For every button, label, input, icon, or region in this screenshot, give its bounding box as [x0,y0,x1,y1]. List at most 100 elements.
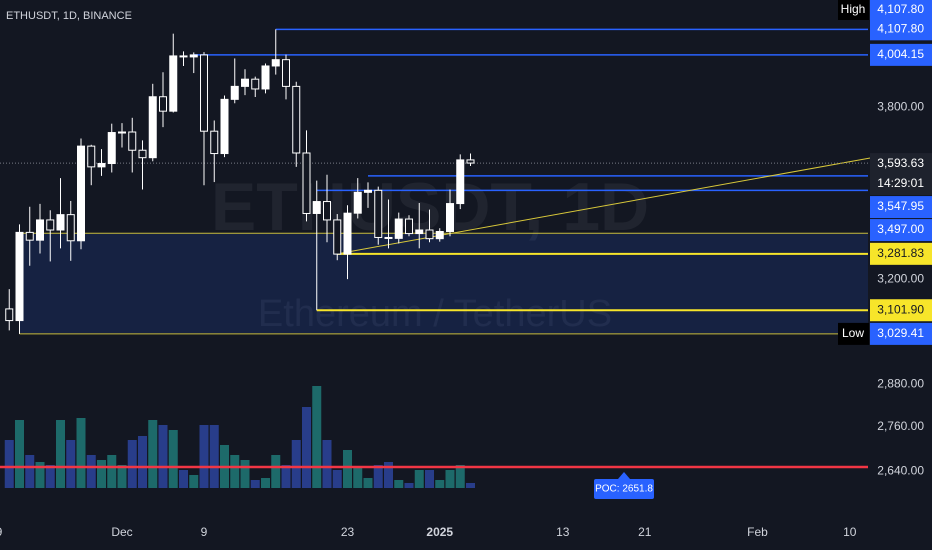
candle-body [241,78,249,87]
candle-body [138,149,147,159]
volume-bar [127,440,137,488]
volume-bar [435,480,445,488]
volume-bar [250,480,260,488]
candle-body [148,96,157,159]
x-tick-label: 9 [0,525,3,539]
price-label: 3,593.63 [877,156,924,170]
volume-bar [291,440,301,488]
candle-body [446,203,454,232]
candle-body [159,96,167,112]
candle-body [435,230,444,240]
candle-body [466,159,475,164]
candle-body [5,308,14,322]
price-label: 3,497.00 [877,222,924,236]
volume-bar [322,440,332,488]
tag-label: High [841,2,866,16]
price-label-bg [870,299,932,322]
candle-body [384,236,393,239]
candle-body [107,132,116,165]
volume-bar [466,483,475,488]
volume-bar [4,440,14,488]
price-label: 3,101.90 [877,302,924,316]
volume-bar [230,455,240,488]
candle-body [220,98,229,155]
volume-bar [56,420,65,488]
candle-body [405,218,413,235]
volume-bar [76,418,86,488]
y-tick-label: 2,640.00 [877,464,924,478]
candle-body [251,78,260,90]
volume-bar [168,430,178,488]
volume-bar [35,462,45,488]
candle-body [364,189,372,193]
volume-bar [107,455,117,488]
volume-bar [312,386,322,488]
volume-bar [271,455,281,488]
candle-body [312,201,321,214]
volume-bar [363,478,373,488]
candle-body [230,85,239,100]
x-tick-label: 2025 [426,525,453,539]
volume-bar [45,465,55,488]
volume-bar [384,462,393,488]
candle-body [169,55,178,112]
volume-bar [404,483,414,488]
candle-body [87,145,96,168]
candle-body [261,65,270,90]
volume-bar [353,468,363,488]
candle-body [292,85,301,154]
candle-body [46,219,55,231]
candle-body [456,159,465,205]
x-tick-label: 10 [843,525,857,539]
volume-bar [281,465,291,488]
x-tick-label: 9 [201,525,208,539]
volume-bar [66,440,76,488]
candle-body [394,218,403,239]
candle-body [200,54,208,132]
candle-body [302,152,311,214]
volume-bar [97,460,106,488]
candle-body [374,189,383,238]
candle-body [36,219,44,241]
price-label-bg [870,196,932,219]
volume-bar [373,465,383,488]
candle-body [118,131,126,134]
y-tick-label: 2,880.00 [877,377,924,391]
poc-label: POC: 2651.8 [595,484,653,495]
volume-bar [302,407,311,488]
volume-bar [240,460,250,488]
volume-bar [25,455,35,488]
price-label-bg [870,153,932,196]
price-label: 3,547.95 [877,199,924,213]
volume-bar [199,425,209,488]
price-label-bg [870,43,932,66]
volume-bar [138,436,147,488]
price-label-bg [870,242,932,265]
zone [19,233,868,334]
price-label-bg [870,18,932,41]
candle-body [271,59,280,67]
countdown: 14:29:01 [877,176,924,190]
symbol-header: ETHUSDT, 1D, BINANCE [6,10,132,22]
volume-bar [332,470,342,488]
tag-bg [838,322,869,345]
candle-body [179,55,188,58]
price-label: 4,107.80 [877,21,924,35]
candle-body [25,231,34,241]
candle-body [97,163,106,168]
tag-label: Low [842,326,864,340]
volume-bar [189,475,199,488]
volume-bar [117,465,127,488]
volume-bar [394,480,404,488]
volume-bar [15,420,24,488]
price-label: 3,029.41 [877,326,924,340]
price-label: 4,107.80 [877,2,924,16]
x-tick-label: 23 [341,525,355,539]
y-tick-label: 3,800.00 [877,99,924,113]
candle-body [15,231,24,322]
volume-bar [86,455,96,488]
volume-bar [209,425,219,488]
candle-body [343,212,352,255]
price-label-bg [870,322,932,345]
